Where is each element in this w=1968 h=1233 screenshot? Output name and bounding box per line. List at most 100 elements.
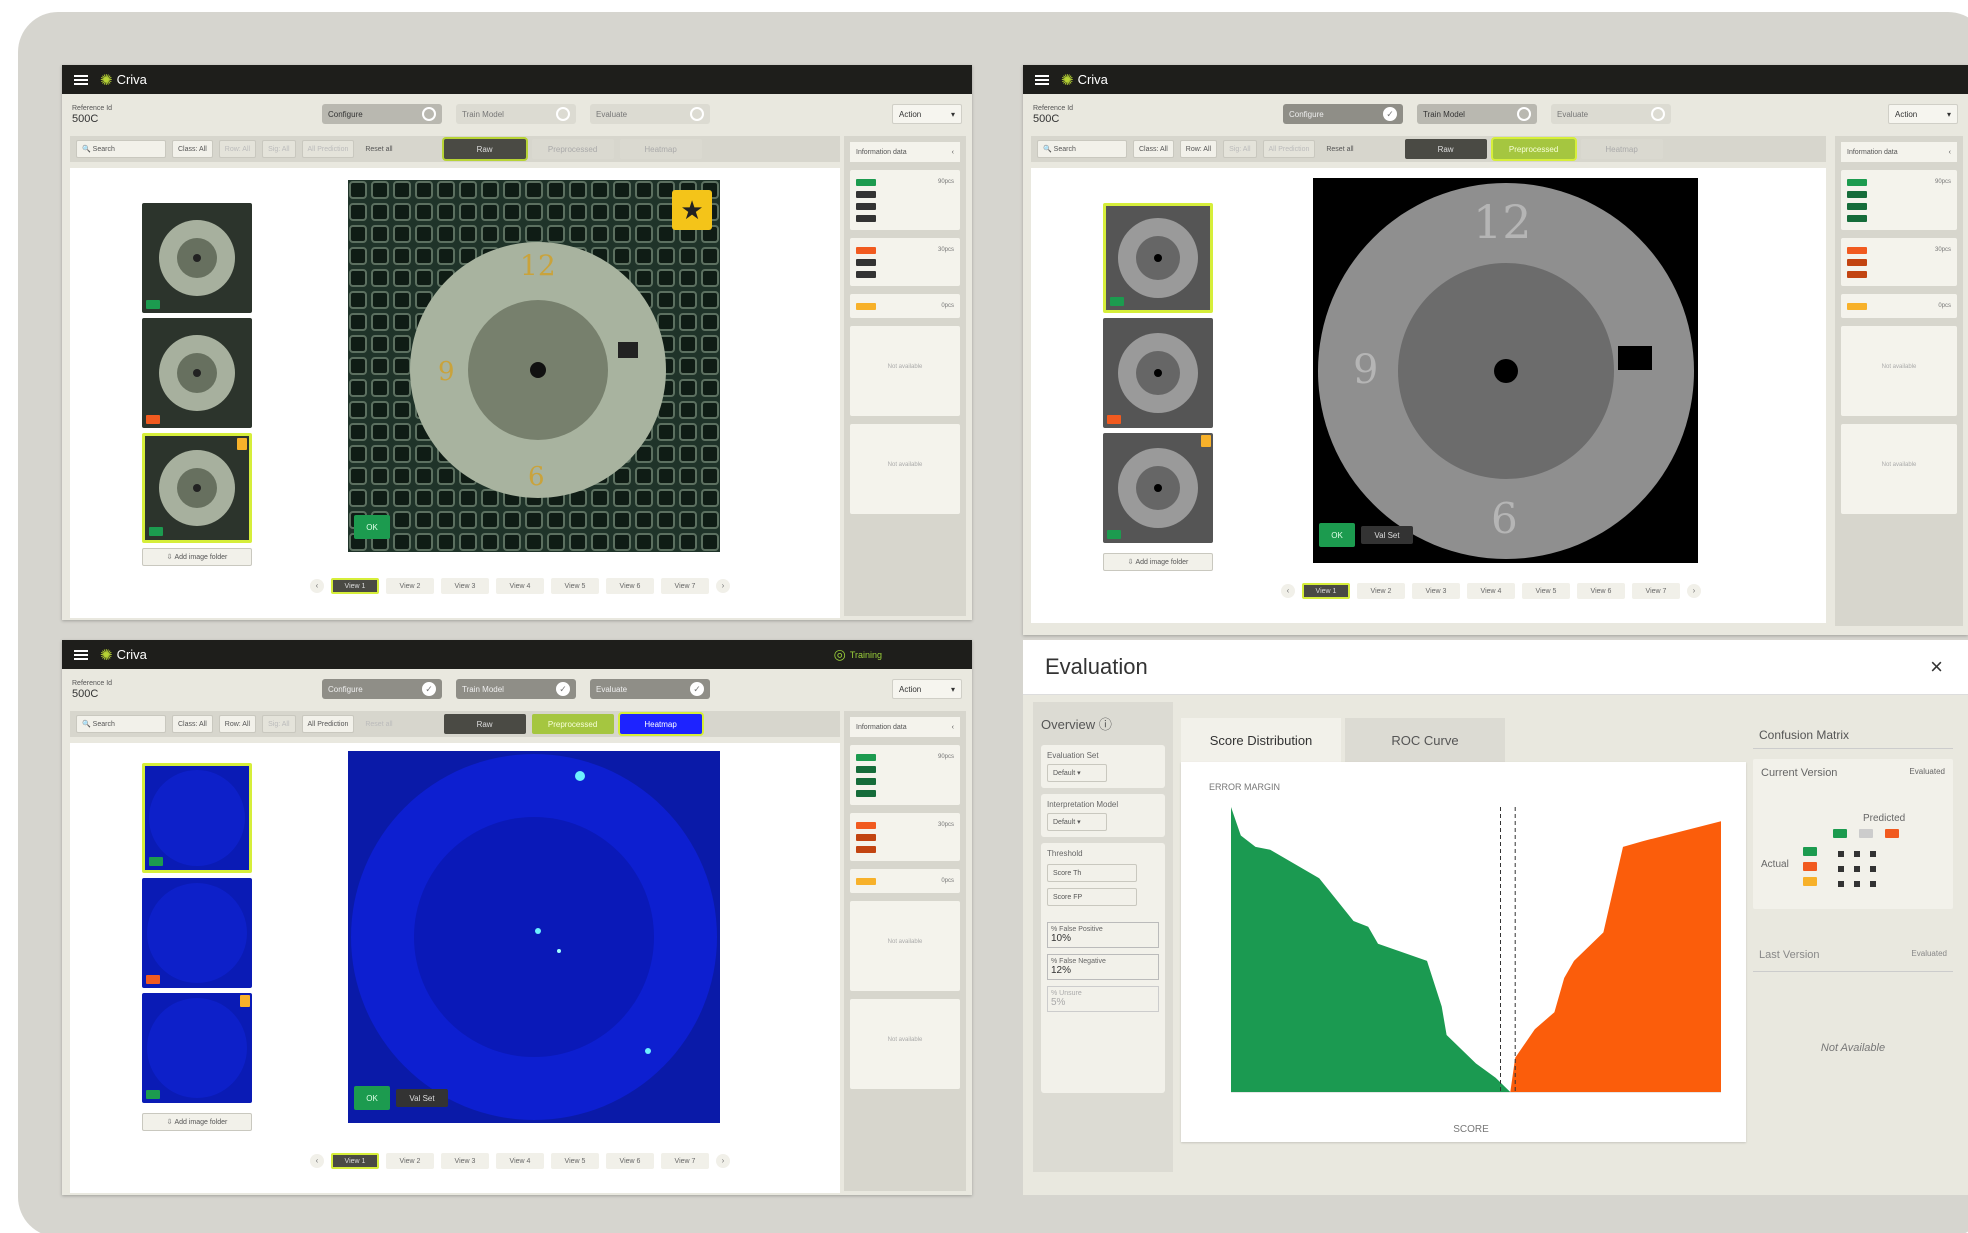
mode-preprocessed-button[interactable]: Preprocessed — [1492, 139, 1575, 159]
score-threshold-input[interactable]: Score Th — [1047, 864, 1137, 882]
view-tab-4[interactable]: View 4 — [496, 1153, 544, 1169]
view-tab-1[interactable]: View 1 — [331, 1153, 379, 1169]
thumbnail-3[interactable] — [1103, 433, 1213, 543]
view-tab-5[interactable]: View 5 — [551, 1153, 599, 1169]
thumbnail-1-selected[interactable] — [1103, 203, 1213, 313]
flag-icon[interactable] — [1201, 435, 1211, 447]
search-input[interactable]: 🔍 Search — [76, 715, 166, 733]
sig-filter[interactable]: Sig: All — [262, 715, 296, 733]
row-filter[interactable]: Row: All — [1179, 140, 1218, 158]
mode-heatmap-button[interactable]: Heatmap — [1580, 139, 1663, 159]
search-input[interactable]: 🔍 Search — [1037, 140, 1127, 158]
mode-raw-button[interactable]: Raw — [443, 139, 526, 159]
chevron-right-icon[interactable]: › — [716, 1154, 730, 1168]
view-tab-2[interactable]: View 2 — [1357, 583, 1405, 599]
close-icon[interactable]: × — [1930, 654, 1943, 679]
thumbnail-3[interactable] — [142, 993, 252, 1103]
class-filter[interactable]: Class: All — [172, 715, 213, 733]
view-tab-6[interactable]: View 6 — [606, 578, 654, 594]
add-image-folder-button[interactable]: ⇩ Add image folder — [142, 1113, 252, 1131]
chevron-left-icon[interactable]: ‹ — [951, 148, 954, 156]
view-tab-4[interactable]: View 4 — [1467, 583, 1515, 599]
mode-heatmap-button[interactable]: Heatmap — [619, 714, 702, 734]
main-image-viewer[interactable]: OK Val Set — [348, 751, 720, 1123]
chevron-right-icon[interactable]: › — [1687, 584, 1701, 598]
action-dropdown[interactable]: Action ▾ — [892, 679, 962, 699]
main-image-viewer[interactable]: 12 6 9 OK Val Set — [1313, 178, 1698, 563]
chevron-left-icon[interactable]: ‹ — [1281, 584, 1295, 598]
chevron-right-icon[interactable]: › — [716, 579, 730, 593]
main-image-viewer[interactable]: 12 6 9 OK ★ — [348, 180, 720, 552]
tab-score-distribution[interactable]: Score Distribution — [1181, 718, 1341, 762]
false-positive-field[interactable]: % False Positive 10% — [1047, 922, 1159, 948]
step-evaluate[interactable]: Evaluate — [1551, 104, 1671, 124]
view-tab-3[interactable]: View 3 — [441, 1153, 489, 1169]
view-tab-2[interactable]: View 2 — [386, 578, 434, 594]
chevron-left-icon[interactable]: ‹ — [1948, 148, 1951, 156]
step-configure[interactable]: Configure — [322, 104, 442, 124]
step-train[interactable]: Train Model — [456, 104, 576, 124]
action-dropdown[interactable]: Action ▾ — [1888, 104, 1958, 124]
reset-filters[interactable]: Reset all — [365, 145, 393, 153]
row-filter[interactable]: Row: All — [218, 140, 257, 158]
prediction-filter[interactable]: All Prediction — [301, 140, 355, 158]
step-train[interactable]: Train Model — [1417, 104, 1537, 124]
sig-filter[interactable]: Sig: All — [262, 140, 296, 158]
thumbnail-1-selected[interactable] — [142, 763, 252, 873]
view-tab-7[interactable]: View 7 — [1632, 583, 1680, 599]
thumbnail-2[interactable] — [142, 318, 252, 428]
row-filter[interactable]: Row: All — [218, 715, 257, 733]
prediction-filter[interactable]: All Prediction — [1262, 140, 1316, 158]
step-evaluate[interactable]: Evaluate ✓ — [590, 679, 710, 699]
prediction-filter[interactable]: All Prediction — [301, 715, 355, 733]
interp-select[interactable]: Default ▾ — [1047, 813, 1107, 831]
view-tab-5[interactable]: View 5 — [551, 578, 599, 594]
chevron-left-icon[interactable]: ‹ — [310, 579, 324, 593]
false-negative-field[interactable]: % False Negative 12% — [1047, 954, 1159, 980]
mode-raw-button[interactable]: Raw — [1404, 139, 1487, 159]
view-tab-2[interactable]: View 2 — [386, 1153, 434, 1169]
step-evaluate[interactable]: Evaluate — [590, 104, 710, 124]
hamburger-menu-icon[interactable] — [74, 74, 88, 85]
chevron-left-icon[interactable]: ‹ — [310, 1154, 324, 1168]
reset-filters[interactable]: Reset all — [1326, 145, 1354, 153]
view-tab-3[interactable]: View 3 — [1412, 583, 1460, 599]
view-tab-1[interactable]: View 1 — [1302, 583, 1350, 599]
view-tab-7[interactable]: View 7 — [661, 578, 709, 594]
mode-heatmap-button[interactable]: Heatmap — [619, 139, 702, 159]
score-fp-input[interactable]: Score FP — [1047, 888, 1137, 906]
class-filter[interactable]: Class: All — [1133, 140, 1174, 158]
thumbnail-2[interactable] — [142, 878, 252, 988]
unsure-field[interactable]: % Unsure 5% — [1047, 986, 1159, 1012]
mode-preprocessed-button[interactable]: Preprocessed — [531, 139, 614, 159]
tab-roc-curve[interactable]: ROC Curve — [1345, 718, 1505, 762]
thumbnail-1[interactable] — [142, 203, 252, 313]
view-tab-7[interactable]: View 7 — [661, 1153, 709, 1169]
chevron-left-icon[interactable]: ‹ — [951, 723, 954, 731]
sig-filter[interactable]: Sig: All — [1223, 140, 1257, 158]
step-configure[interactable]: Configure ✓ — [1283, 104, 1403, 124]
mode-raw-button[interactable]: Raw — [443, 714, 526, 734]
view-tab-1[interactable]: View 1 — [331, 578, 379, 594]
mode-preprocessed-button[interactable]: Preprocessed — [531, 714, 614, 734]
reset-filters[interactable]: Reset all — [365, 720, 393, 728]
search-input[interactable]: 🔍 Search — [76, 140, 166, 158]
view-tab-3[interactable]: View 3 — [441, 578, 489, 594]
thumbnail-2[interactable] — [1103, 318, 1213, 428]
add-image-folder-button[interactable]: ⇩ Add image folder — [142, 548, 252, 566]
eval-set-select[interactable]: Default ▾ — [1047, 764, 1107, 782]
hamburger-menu-icon[interactable] — [1035, 74, 1049, 85]
view-tab-6[interactable]: View 6 — [1577, 583, 1625, 599]
hamburger-menu-icon[interactable] — [74, 649, 88, 660]
step-train[interactable]: Train Model ✓ — [456, 679, 576, 699]
flag-icon[interactable] — [240, 995, 250, 1007]
flag-icon[interactable] — [237, 438, 247, 450]
action-dropdown[interactable]: Action ▾ — [892, 104, 962, 124]
star-icon[interactable]: ★ — [672, 190, 712, 230]
thumbnail-3-selected[interactable] — [142, 433, 252, 543]
view-tab-5[interactable]: View 5 — [1522, 583, 1570, 599]
step-configure[interactable]: Configure ✓ — [322, 679, 442, 699]
add-image-folder-button[interactable]: ⇩ Add image folder — [1103, 553, 1213, 571]
class-filter[interactable]: Class: All — [172, 140, 213, 158]
view-tab-4[interactable]: View 4 — [496, 578, 544, 594]
